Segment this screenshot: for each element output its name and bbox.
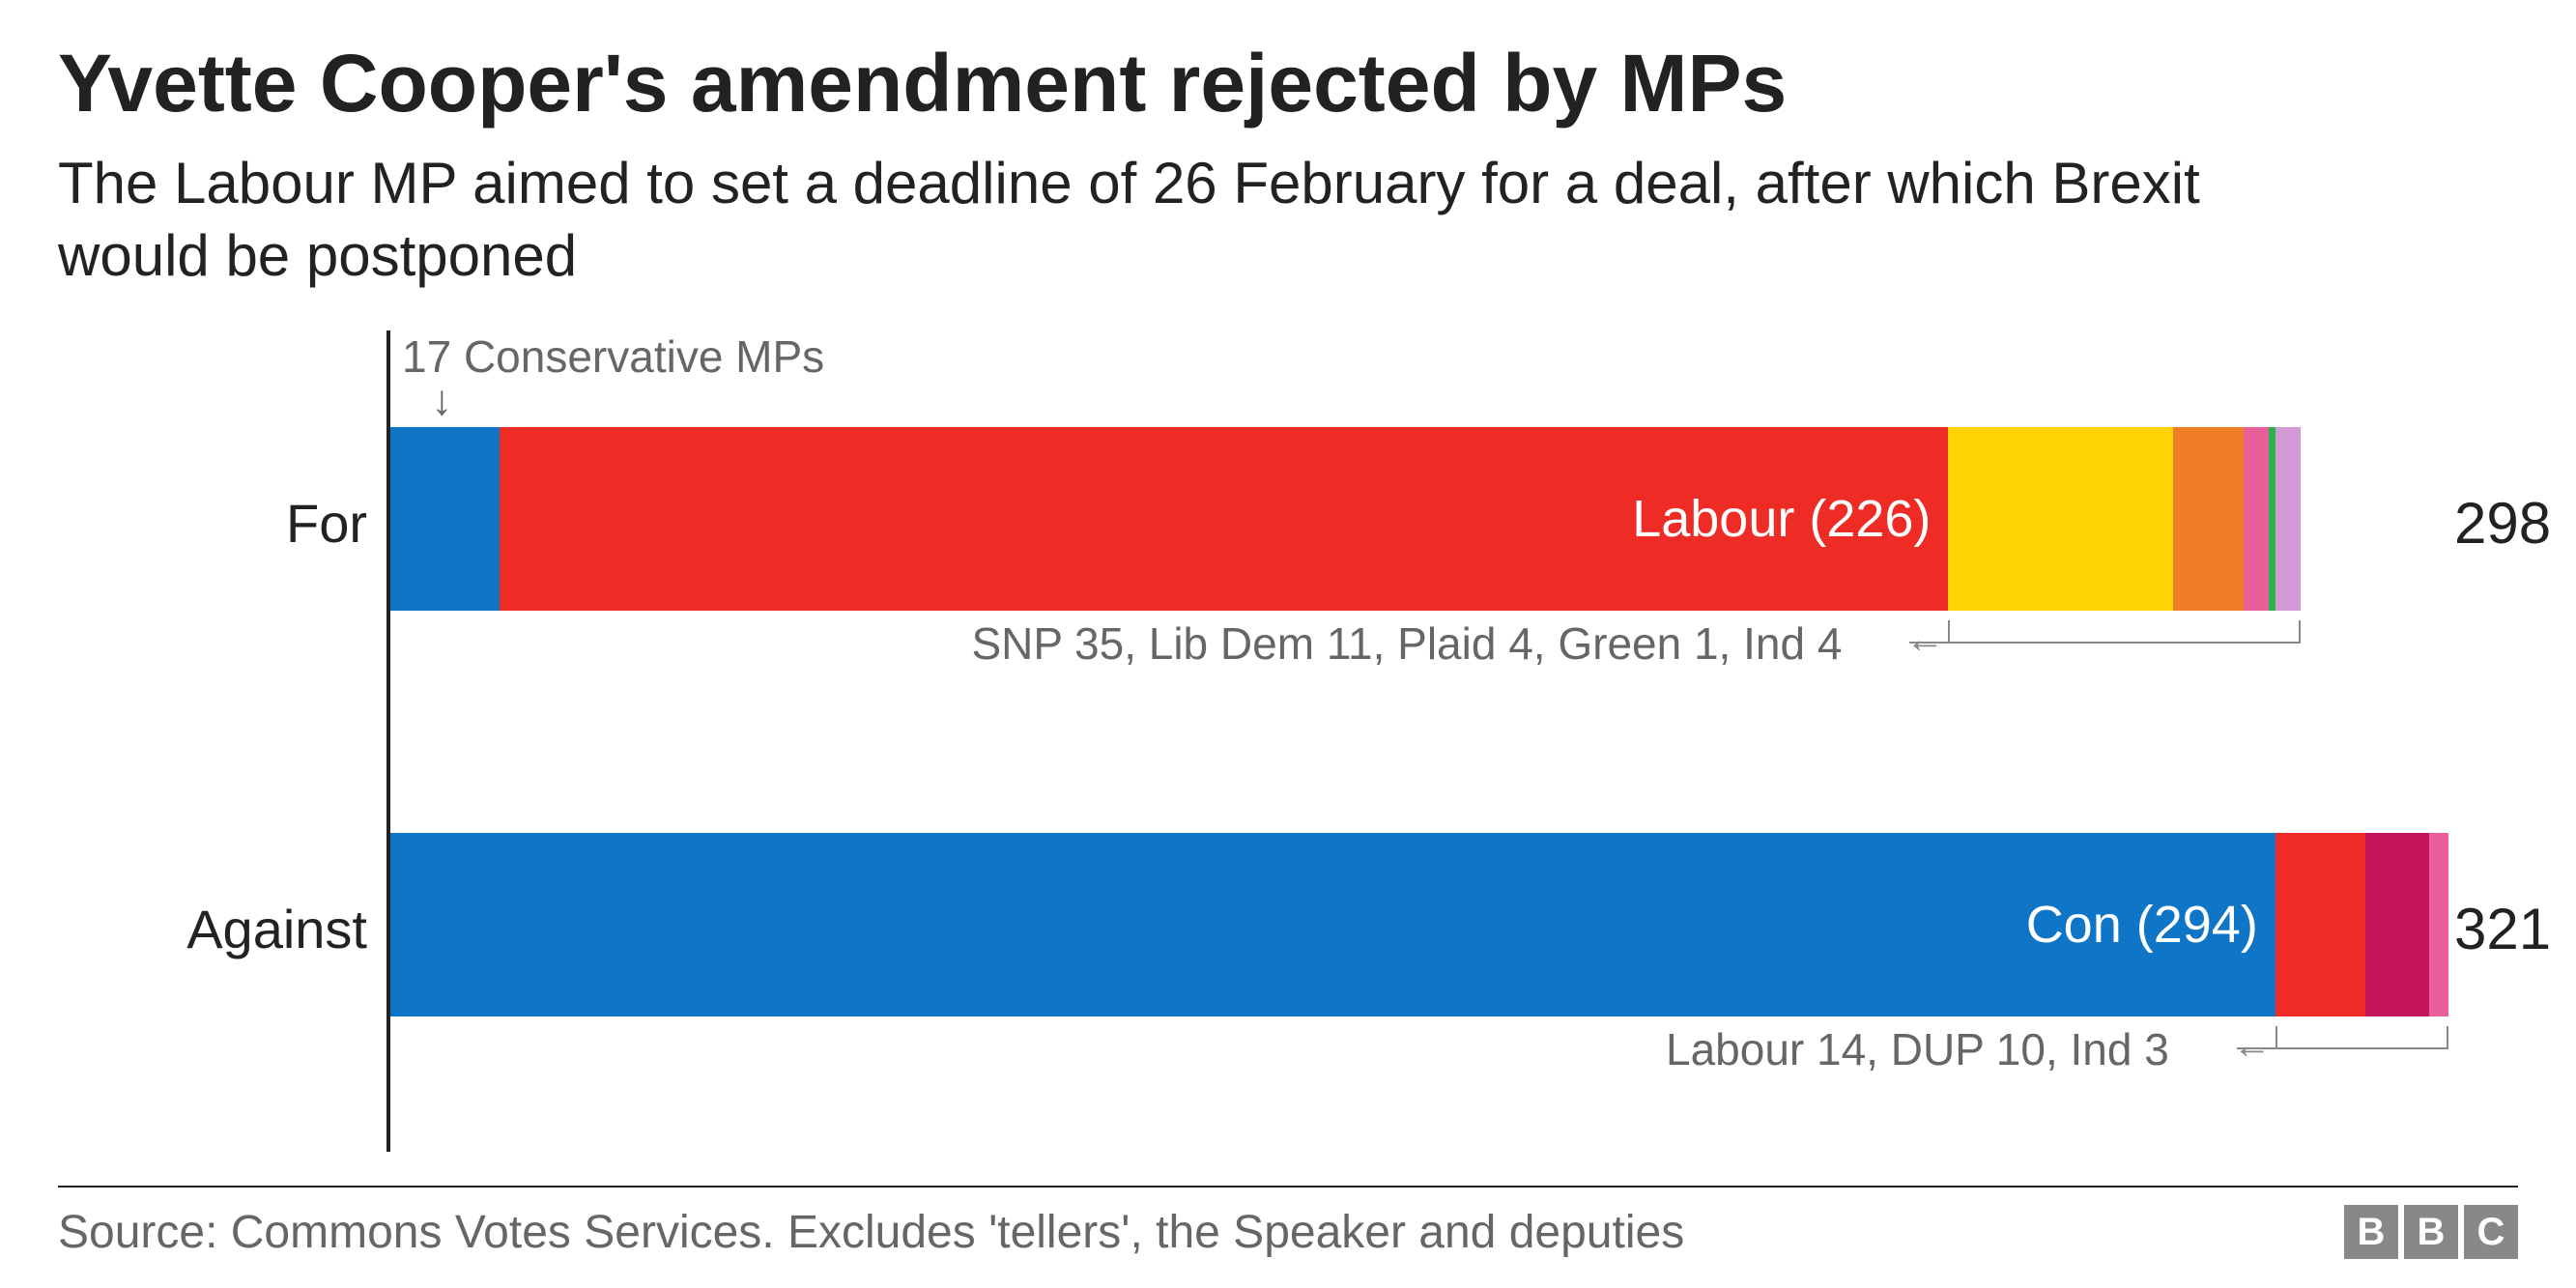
bar-for: Labour (226): [390, 427, 2301, 611]
segment-for-snp: [1948, 427, 2172, 611]
bbc-logo: BBC: [2344, 1205, 2518, 1259]
segment-label: Con (294): [2026, 895, 2258, 955]
segment-for-conservative: [390, 427, 500, 611]
plot-area: ForLabour (226)29817 Conservative MPs↓←S…: [58, 330, 2518, 1152]
arrow-down-icon: ↓: [431, 377, 452, 425]
callout-bottom-for: SNP 35, Lib Dem 11, Plaid 4, Green 1, In…: [972, 617, 1843, 670]
segment-for-labour: Labour (226): [500, 427, 1949, 611]
bracket-for: [1948, 620, 2301, 644]
chart-subtitle: The Labour MP aimed to set a deadline of…: [58, 147, 2280, 292]
segment-against-conservative: Con (294): [390, 833, 2275, 1016]
segment-for-lib-dem: [2173, 427, 2244, 611]
row-label-for: For: [58, 492, 367, 555]
bbc-logo-box: B: [2404, 1205, 2458, 1259]
bracket-against: [2275, 1026, 2448, 1049]
total-against: 321: [2454, 896, 2551, 962]
callout-top-for: 17 Conservative MPs: [402, 330, 824, 383]
arrow-left-icon: ←: [1905, 618, 1944, 662]
arrow-left-icon: ←: [2233, 1024, 2272, 1068]
bar-against: Con (294): [390, 833, 2448, 1016]
chart-footer: Source: Commons Votes Services. Excludes…: [58, 1186, 2518, 1259]
chart-container: Yvette Cooper's amendment rejected by MP…: [0, 0, 2576, 1288]
chart-title: Yvette Cooper's amendment rejected by MP…: [58, 39, 2518, 128]
footer-text: Source: Commons Votes Services. Excludes…: [58, 1206, 1684, 1259]
segment-for-green: [2269, 427, 2275, 611]
row-label-against: Against: [58, 898, 367, 960]
total-for: 298: [2454, 490, 2551, 557]
segment-against-dup: [2365, 833, 2429, 1016]
segment-for-plaid: [2244, 427, 2270, 611]
callout-bottom-against: Labour 14, DUP 10, Ind 3: [1666, 1023, 2169, 1075]
bbc-logo-box: B: [2344, 1205, 2398, 1259]
segment-for-ind: [2275, 427, 2302, 611]
segment-label: Labour (226): [1632, 489, 1931, 549]
segment-against-ind: [2429, 833, 2448, 1016]
bbc-logo-box: C: [2464, 1205, 2518, 1259]
segment-against-labour: [2275, 833, 2365, 1016]
